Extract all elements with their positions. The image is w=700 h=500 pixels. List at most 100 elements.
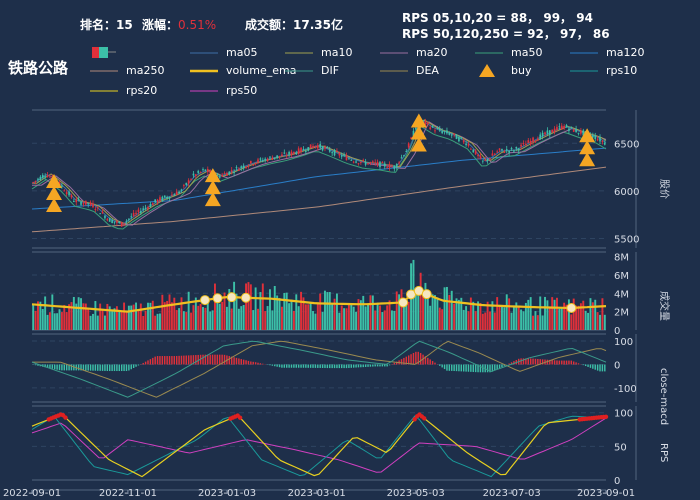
macd-bar	[496, 364, 498, 370]
macd-bar	[443, 364, 446, 370]
buy-marker	[46, 185, 63, 200]
volume-bar	[436, 297, 439, 330]
candle-body	[338, 153, 341, 156]
volume-tick-label: 8M	[614, 253, 629, 264]
candle-body	[125, 220, 128, 222]
volume-bar	[304, 304, 307, 330]
candle-body	[491, 153, 494, 156]
candle-body	[290, 151, 293, 156]
macd-bar	[187, 355, 190, 365]
candle-body	[180, 189, 183, 191]
volume-bar	[75, 303, 78, 330]
ma20-line	[32, 121, 607, 226]
volume-bar	[548, 306, 551, 330]
volume-bar	[44, 296, 47, 330]
legend-swatch-ma120	[570, 52, 598, 54]
volume-signal-dot	[240, 292, 251, 303]
volume-bar	[249, 284, 252, 330]
volume-bar	[163, 302, 166, 330]
rps-strong-dot	[603, 414, 609, 419]
volume-bar	[185, 312, 188, 330]
macd-bar	[168, 356, 171, 365]
macd-bar	[192, 355, 195, 365]
macd-bar	[379, 364, 381, 367]
macd-bar	[403, 357, 405, 365]
volume-signal-dot	[199, 295, 210, 306]
buy-marker	[579, 152, 596, 167]
candle-body	[84, 200, 87, 205]
macd-bar	[333, 364, 336, 369]
candle-body	[73, 201, 75, 203]
candle-body	[309, 144, 312, 149]
volume-bar	[34, 310, 37, 330]
legend-label: volume_ema	[226, 64, 297, 77]
legend-swatch-ma10	[285, 52, 313, 54]
volume-bar	[266, 306, 269, 330]
macd-bar	[197, 354, 199, 365]
candle-body	[113, 221, 116, 223]
volume-bar	[362, 295, 365, 330]
rps-tick-label: 50	[614, 442, 627, 453]
macd-bar	[419, 353, 422, 365]
candle-body	[132, 212, 135, 216]
volume-bar	[599, 314, 601, 330]
candle-body	[46, 175, 49, 178]
macd-bar	[367, 364, 369, 367]
volume-bar	[56, 313, 59, 330]
volume-bar	[374, 310, 377, 330]
candle-body	[601, 140, 604, 142]
price-tick-label: 5500	[614, 234, 639, 245]
rps20-line	[31, 413, 607, 478]
candle-body	[551, 129, 554, 133]
volume-bar	[558, 308, 561, 330]
volume-bar	[474, 311, 477, 330]
macd-bar	[424, 356, 427, 365]
macd-bar	[498, 364, 501, 369]
candle-body	[226, 173, 228, 176]
buy-marker	[579, 140, 596, 155]
candle-body	[481, 160, 484, 162]
volume-bar	[441, 309, 444, 330]
buy-marker	[46, 197, 63, 212]
candle-body	[450, 134, 453, 136]
macd-bar	[216, 354, 219, 365]
volume-bar	[190, 312, 193, 330]
volume-bar	[161, 294, 164, 330]
macd-bar	[570, 360, 573, 365]
macd-bar	[302, 364, 305, 368]
candle-body	[314, 145, 317, 148]
candle-body	[429, 127, 432, 130]
volume-bar	[221, 301, 224, 330]
volume-bar	[135, 302, 137, 330]
volume-bar	[230, 308, 233, 330]
macd-bar	[171, 356, 173, 365]
volume-bar	[551, 297, 554, 330]
legend-label: rps50	[226, 84, 258, 97]
macd-bar	[116, 364, 118, 372]
rps-strong-dot	[63, 415, 68, 420]
volume-bar	[503, 307, 506, 330]
volume-bar	[350, 304, 353, 330]
volume-bar	[302, 297, 305, 330]
volume-bar	[524, 302, 527, 330]
candle-body	[484, 159, 487, 161]
candle-body	[288, 151, 290, 155]
macd-bar	[388, 364, 391, 366]
ma05-line	[31, 121, 607, 225]
macd-bar	[104, 364, 106, 371]
candle-body	[599, 137, 601, 142]
candle-body	[544, 132, 546, 135]
volume-bar	[448, 294, 451, 330]
volume-bar	[359, 300, 362, 330]
macd-bar	[472, 364, 474, 372]
volume-bar	[156, 313, 159, 330]
macd-bar	[448, 364, 451, 371]
volume-bar	[407, 301, 410, 330]
volume-bar	[536, 315, 539, 330]
volume-bar	[455, 298, 458, 330]
candle-body	[331, 152, 333, 154]
volume-bar	[312, 311, 314, 330]
candle-body	[199, 171, 202, 173]
macd-bar	[274, 364, 276, 367]
candle-body	[49, 176, 51, 178]
